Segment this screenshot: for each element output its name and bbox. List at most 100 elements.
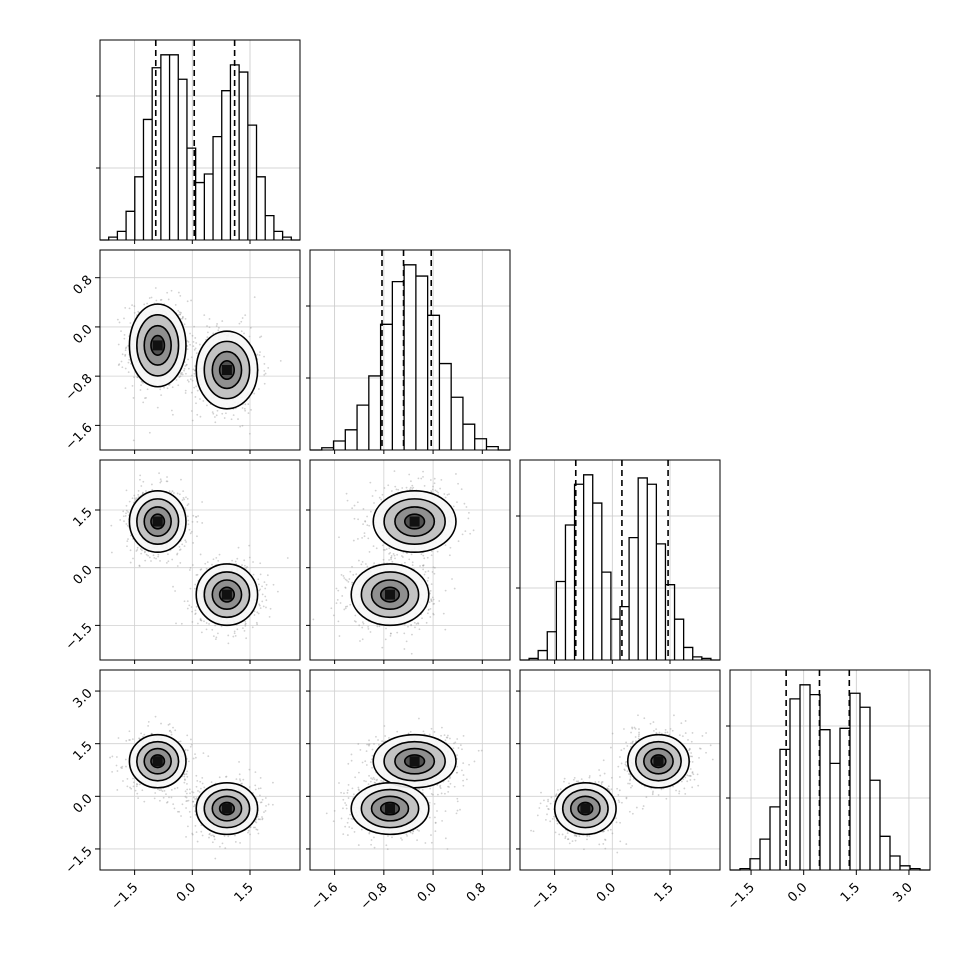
sample-point bbox=[202, 752, 205, 755]
sample-point bbox=[388, 559, 390, 561]
sample-point bbox=[390, 556, 392, 559]
sample-point bbox=[432, 603, 435, 605]
sample-point bbox=[190, 606, 193, 608]
sample-point bbox=[146, 302, 149, 305]
sample-point bbox=[236, 628, 239, 631]
sample-point bbox=[250, 408, 252, 411]
sample-point bbox=[264, 595, 267, 598]
sample-point bbox=[249, 326, 252, 329]
sample-point bbox=[246, 566, 248, 568]
sample-point bbox=[147, 720, 150, 723]
sample-point bbox=[237, 418, 239, 420]
sample-point bbox=[448, 554, 451, 557]
sample-point bbox=[201, 501, 204, 503]
sample-point bbox=[393, 470, 396, 473]
sample-point bbox=[239, 779, 242, 782]
sample-point bbox=[248, 556, 251, 559]
sample-point bbox=[224, 847, 227, 849]
sample-point bbox=[129, 786, 131, 789]
sample-point bbox=[244, 622, 247, 625]
sample-point bbox=[181, 317, 184, 320]
sample-point bbox=[122, 780, 124, 782]
sample-point bbox=[433, 566, 436, 569]
sample-point bbox=[380, 498, 383, 501]
sample-point bbox=[442, 612, 445, 615]
sample-point bbox=[150, 560, 152, 562]
histogram-step-line bbox=[100, 54, 300, 241]
sample-point bbox=[179, 548, 182, 551]
sample-point bbox=[358, 559, 360, 562]
sample-point bbox=[186, 734, 189, 737]
sample-point bbox=[388, 547, 391, 550]
sample-point bbox=[340, 573, 343, 576]
sample-point bbox=[126, 785, 129, 788]
sample-point bbox=[393, 554, 396, 557]
sample-point bbox=[173, 787, 176, 790]
sample-point bbox=[395, 488, 398, 491]
sample-point bbox=[410, 624, 413, 627]
density-peak bbox=[385, 589, 395, 600]
histogram-step-line bbox=[310, 264, 510, 451]
sample-point bbox=[167, 723, 170, 726]
sample-point bbox=[211, 411, 214, 414]
sample-point bbox=[116, 770, 119, 772]
sample-point bbox=[241, 317, 244, 319]
sample-point bbox=[133, 494, 136, 497]
sample-point bbox=[192, 345, 195, 347]
sample-point bbox=[158, 472, 160, 475]
sample-point bbox=[150, 296, 153, 299]
sample-point bbox=[267, 367, 270, 369]
sample-point bbox=[187, 358, 189, 361]
sample-point bbox=[364, 520, 366, 522]
sample-point bbox=[244, 409, 247, 412]
sample-point bbox=[127, 538, 129, 540]
sample-point bbox=[199, 415, 202, 418]
sample-point bbox=[140, 732, 143, 735]
sample-point bbox=[141, 491, 144, 494]
sample-point bbox=[368, 524, 371, 527]
sample-point bbox=[166, 387, 169, 390]
sample-point bbox=[200, 619, 202, 622]
sample-point bbox=[247, 403, 250, 406]
sample-point bbox=[181, 371, 183, 374]
sample-point bbox=[185, 496, 187, 499]
sample-point bbox=[186, 340, 189, 342]
sample-point bbox=[336, 598, 339, 601]
sample-point bbox=[199, 618, 202, 621]
sample-point bbox=[167, 560, 170, 563]
sample-point bbox=[187, 760, 190, 763]
sample-point bbox=[189, 587, 192, 590]
sample-point bbox=[171, 386, 174, 389]
sample-point bbox=[363, 535, 366, 538]
sample-point bbox=[387, 484, 390, 487]
sample-point bbox=[168, 796, 170, 799]
sample-point bbox=[160, 722, 162, 725]
sample-point bbox=[286, 557, 289, 559]
sample-point bbox=[184, 779, 186, 781]
sample-point bbox=[418, 628, 421, 631]
sample-point bbox=[425, 621, 428, 624]
sample-point bbox=[432, 566, 435, 569]
sample-point bbox=[343, 577, 346, 579]
sample-point bbox=[194, 756, 197, 759]
sample-point bbox=[141, 789, 144, 792]
sample-point bbox=[145, 490, 147, 492]
sample-point bbox=[117, 343, 120, 346]
sample-point bbox=[183, 369, 185, 372]
sample-point bbox=[349, 570, 352, 573]
sample-point bbox=[346, 605, 349, 608]
sample-point bbox=[137, 489, 140, 492]
sample-point bbox=[212, 412, 215, 415]
sample-point bbox=[195, 774, 198, 777]
sample-point bbox=[344, 586, 347, 589]
sample-point bbox=[152, 554, 155, 557]
sample-point bbox=[183, 498, 186, 501]
sample-point bbox=[163, 789, 166, 792]
sample-point bbox=[179, 372, 182, 375]
sample-point bbox=[243, 332, 245, 335]
sample-point bbox=[265, 599, 268, 602]
sample-point bbox=[381, 646, 384, 649]
sample-point bbox=[279, 359, 282, 362]
sample-point bbox=[122, 515, 125, 518]
sample-point bbox=[179, 740, 182, 743]
